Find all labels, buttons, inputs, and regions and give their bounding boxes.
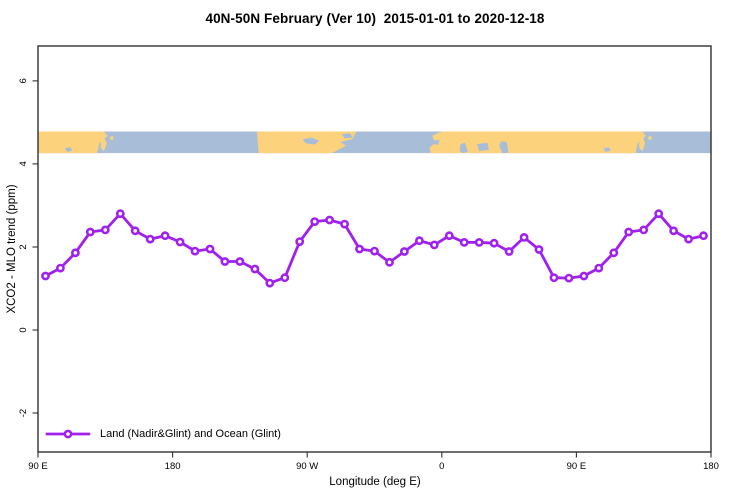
data-point-marker — [609, 248, 619, 258]
data-point-marker — [684, 234, 693, 244]
chart-title: 40N-50N February (Ver 10) 2015-01-01 to … — [205, 11, 545, 26]
data-point-marker — [429, 240, 439, 250]
data-point-marker — [250, 264, 260, 274]
data-point-marker — [624, 227, 634, 237]
data-point-marker — [295, 237, 305, 246]
data-point-marker — [564, 273, 574, 283]
data-point-marker — [145, 234, 155, 244]
data-point-marker — [190, 246, 200, 256]
x-tick-label: 180 — [165, 461, 181, 472]
data-point-marker — [504, 247, 514, 256]
data-point-marker — [71, 248, 80, 258]
x-tick-label: 90 E — [567, 461, 587, 472]
data-point-marker — [41, 271, 50, 281]
map-band-land — [109, 135, 114, 141]
map-band-land — [639, 138, 646, 152]
legend-line-marker-icon — [45, 429, 91, 439]
legend-label: Land (Nadir&Glint) and Ocean (Glint) — [100, 428, 281, 440]
data-point-marker — [160, 231, 170, 241]
map-band-water — [432, 139, 440, 145]
data-point-marker — [280, 273, 290, 283]
map-band-land — [38, 131, 108, 154]
data-point-marker — [235, 257, 245, 266]
map-band-land — [648, 135, 652, 141]
data-point-marker — [399, 247, 409, 256]
map-band-water — [302, 137, 320, 145]
data-point-marker — [205, 244, 215, 254]
x-tick-label: 0 — [439, 461, 444, 472]
map-band-land — [100, 138, 107, 152]
data-point-marker — [370, 246, 379, 256]
data-point-marker — [385, 257, 394, 267]
data-point-marker — [130, 226, 140, 236]
map-band-water — [499, 141, 509, 154]
y-tick-label: 0 — [18, 327, 29, 332]
y-tick-label: 6 — [18, 78, 29, 83]
data-point-marker — [100, 225, 110, 235]
data-point-marker — [444, 231, 454, 241]
map-band-water — [341, 133, 353, 139]
data-point-marker — [414, 236, 424, 246]
data-point-marker — [594, 263, 604, 273]
x-tick-label: 180 — [703, 461, 719, 472]
data-point-marker — [325, 215, 334, 225]
plot-border — [37, 45, 712, 453]
y-tick-label: -2 — [18, 409, 29, 417]
data-point-marker — [175, 237, 185, 247]
data-point-marker — [654, 209, 664, 219]
data-point-marker — [474, 237, 484, 247]
data-point-marker — [85, 227, 95, 237]
legend: Land (Nadir&Glint) and Ocean (Glint) — [45, 428, 281, 440]
y-tick-label: 2 — [18, 244, 29, 249]
x-axis-label: Longitude (deg E) — [329, 476, 421, 488]
y-tick-label: 4 — [18, 161, 29, 166]
data-point-marker — [310, 217, 320, 226]
x-tick-label: 90 E — [28, 461, 48, 472]
data-point-marker — [579, 271, 589, 281]
data-point-marker — [534, 245, 544, 254]
data-point-marker — [519, 232, 529, 242]
data-point-marker — [220, 257, 230, 266]
data-point-marker — [639, 225, 649, 235]
data-point-marker — [549, 273, 559, 283]
data-point-marker — [265, 278, 275, 288]
map-band-water — [603, 147, 611, 152]
map-band-water — [459, 142, 468, 154]
data-point-marker — [56, 263, 65, 273]
data-point-marker — [699, 231, 708, 241]
map-band-water — [64, 147, 73, 152]
data-point-marker — [115, 209, 125, 219]
data-point-marker — [355, 244, 364, 254]
data-point-marker — [340, 219, 349, 229]
x-tick-label: 90 W — [296, 461, 318, 472]
data-point-marker — [459, 237, 469, 247]
data-point-marker — [489, 238, 499, 248]
data-point-marker — [669, 226, 678, 236]
map-band-water — [476, 142, 489, 151]
